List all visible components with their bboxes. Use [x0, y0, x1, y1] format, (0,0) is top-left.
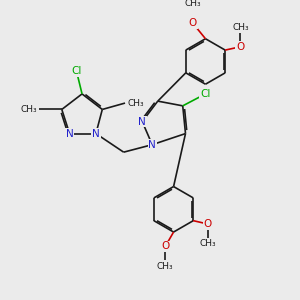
- Text: N: N: [92, 129, 100, 139]
- Text: N: N: [138, 117, 146, 127]
- Text: CH₃: CH₃: [127, 99, 144, 108]
- Text: N: N: [148, 140, 156, 150]
- Text: CH₃: CH₃: [157, 262, 174, 271]
- Text: Cl: Cl: [200, 89, 211, 99]
- Text: CH₃: CH₃: [232, 22, 249, 32]
- Text: CH₃: CH₃: [20, 105, 37, 114]
- Text: O: O: [204, 219, 212, 229]
- Text: O: O: [189, 19, 197, 28]
- Text: CH₃: CH₃: [200, 239, 216, 248]
- Text: N: N: [66, 129, 74, 139]
- Text: O: O: [161, 242, 170, 251]
- Text: Cl: Cl: [71, 66, 82, 76]
- Text: O: O: [236, 42, 244, 52]
- Text: CH₃: CH₃: [185, 0, 201, 8]
